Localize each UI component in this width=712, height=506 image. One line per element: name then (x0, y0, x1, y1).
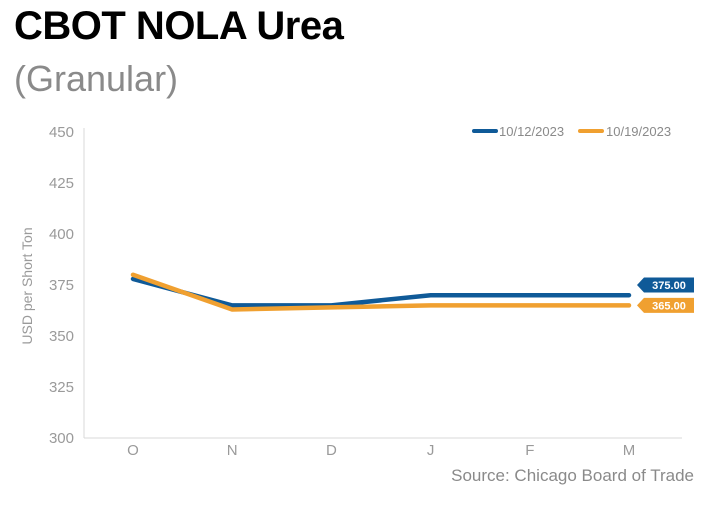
source-note: Source: Chicago Board of Trade (451, 466, 694, 485)
y-tick-label: 300 (49, 430, 74, 447)
x-tick-label: J (427, 442, 435, 459)
chart-title: CBOT NOLA Urea (14, 4, 344, 48)
y-tick-label: 375 (49, 277, 74, 294)
y-tick-label: 425 (49, 175, 74, 192)
chart-series (130, 272, 632, 312)
chart-end-labels: 375.00 365.00 (637, 277, 694, 313)
y-tick-label: 450 (49, 124, 74, 141)
end-value-label: 365.00 (652, 300, 686, 312)
end-value-label: 375.00 (652, 280, 686, 292)
series-line (130, 272, 632, 312)
y-tick-label: 350 (49, 328, 74, 345)
chart-axes: 450 425 400 375 350 325 300 O N D J F M USD per Short… (19, 124, 682, 459)
legend-label: 10/12/2023 (499, 124, 564, 139)
legend-label: 10/19/2023 (606, 124, 671, 139)
y-axis-title: USD per Short Ton (19, 227, 35, 344)
series-line (130, 276, 632, 308)
x-tick-label: N (227, 442, 238, 459)
chart-subtitle: (Granular) (14, 58, 179, 99)
chart-legend: 10/12/2023 10/19/2023 (472, 124, 671, 139)
end-value-tag (637, 277, 694, 293)
x-tick-label: D (326, 442, 337, 459)
x-tick-label: F (525, 442, 534, 459)
x-tick-label: O (127, 442, 139, 459)
y-tick-label: 400 (49, 226, 74, 243)
y-tick-label: 325 (49, 379, 74, 396)
end-value-tag (637, 297, 694, 313)
x-tick-label: M (623, 442, 636, 459)
